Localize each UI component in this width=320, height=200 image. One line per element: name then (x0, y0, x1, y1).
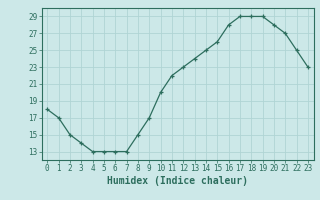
X-axis label: Humidex (Indice chaleur): Humidex (Indice chaleur) (107, 176, 248, 186)
